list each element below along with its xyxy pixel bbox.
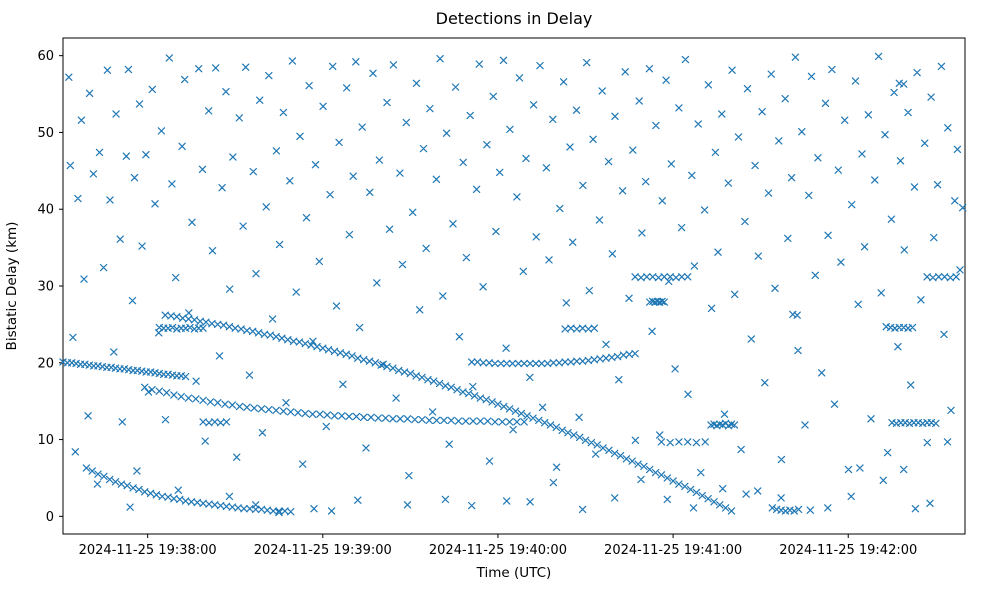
x-tick-label: 2024-11-25 19:39:00 [254,543,392,558]
scatter-series-track-low-exp [82,464,295,516]
scatter-series-track-descending-main [161,311,736,515]
x-tick-label: 2024-11-25 19:42:00 [779,543,917,558]
scatter-series-track-exp-to-12km [141,383,528,426]
scatter-series-pair-56km [895,79,908,88]
y-tick-label: 20 [37,356,54,371]
y-tick-label: 50 [37,126,54,141]
x-tick-label: 2024-11-25 19:38:00 [79,543,217,558]
y-axis-ticks: 0 10 20 30 40 50 60 [37,49,63,525]
chart-title: Detections in Delay [436,9,593,28]
scatter-series-track-left-20km [59,358,190,381]
scatter-series-low-scatter [126,438,952,517]
scatter-series-cluster-24p5-right [882,323,917,332]
scatter-series-cluster-24p5-early [155,323,207,333]
scatter-series-row-12km-right [888,419,940,428]
y-tick-label: 40 [37,203,54,218]
scatter-series-clutter [65,52,967,488]
scatter-series-cluster-low-right [768,504,803,515]
scatter-series-row-31km [631,273,960,282]
x-axis-label: Time (UTC) [476,565,552,581]
scatter-series-pair-26km [789,310,801,319]
x-tick-label: 2024-11-25 19:40:00 [429,543,567,558]
y-tick-label: 30 [37,280,54,295]
scatter-series-row-9p7km [657,438,709,447]
y-tick-label: 0 [46,510,54,525]
scatter-series-cluster-12km-mid [707,419,739,430]
y-axis-label: Bistatic Delay (km) [4,222,20,351]
x-axis-ticks: 2024-11-25 19:38:00 2024-11-25 19:39:00 20… [79,534,917,558]
scatter-series-track-parabola-20km [468,349,639,368]
y-tick-label: 60 [37,49,54,64]
plot-area [62,37,966,535]
scatter-series-row-12km-early [199,418,231,427]
data-points [59,52,967,517]
y-tick-label: 10 [37,433,54,448]
scatter-series-cluster-24p5-mid [561,324,598,333]
scatter-series-cluster-28km [646,297,668,306]
x-tick-label: 2024-11-25 19:41:00 [604,543,742,558]
